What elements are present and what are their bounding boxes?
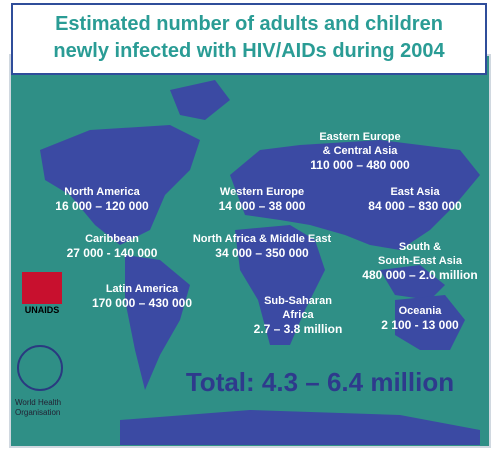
region-range: 110 000 – 480 000 [310, 158, 410, 172]
title-box [11, 3, 487, 75]
region-range: 2 100 - 13 000 [381, 318, 459, 332]
greenland [170, 80, 230, 120]
region-name: & Central Asia [323, 145, 399, 157]
antarctica [120, 410, 480, 445]
total: Total: 4.3 – 6.4 million [186, 367, 454, 397]
region-name: Latin America [106, 283, 179, 295]
continents [40, 80, 480, 445]
region-name: South & [399, 241, 441, 253]
region-name: North America [64, 186, 140, 198]
region-range: 16 000 – 120 000 [55, 199, 149, 213]
region-range: 170 000 – 430 000 [92, 296, 192, 310]
region-name: Oceania [399, 305, 443, 317]
region-range: 27 000 - 140 000 [67, 246, 158, 260]
unaids-label: UNAIDS [25, 305, 60, 315]
southeast-asia [380, 265, 445, 300]
region-range: 14 000 – 38 000 [219, 199, 306, 213]
region-name: Caribbean [85, 233, 139, 245]
unaids-logo [22, 272, 62, 304]
north-america [40, 125, 200, 245]
region-range: 480 000 – 2.0 million [362, 268, 477, 282]
region-name: North Africa & Middle East [193, 233, 332, 245]
title-line: Estimated number of adults and children [55, 13, 443, 35]
region-range: 2.7 – 3.8 million [254, 322, 343, 336]
africa [235, 225, 325, 345]
who-label: World Health [15, 398, 61, 407]
region-range: 84 000 – 830 000 [368, 199, 462, 213]
region-name: East Asia [390, 186, 440, 198]
who-emblem [17, 345, 63, 391]
title-line: newly infected with HIV/AIDs during 2004 [53, 40, 445, 62]
who-label: Organisation [15, 408, 60, 417]
australia [395, 295, 465, 350]
region-range: 34 000 – 350 000 [215, 246, 309, 260]
south-america [125, 255, 190, 390]
region-name: Sub-Saharan [264, 295, 332, 307]
region-name: Eastern Europe [319, 131, 400, 143]
region-name: Africa [282, 309, 314, 321]
eurasia [230, 140, 480, 250]
region-name: South-East Asia [378, 255, 463, 267]
region-name: Western Europe [220, 186, 304, 198]
